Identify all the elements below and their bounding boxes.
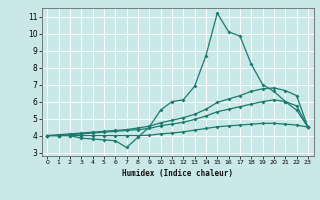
X-axis label: Humidex (Indice chaleur): Humidex (Indice chaleur) xyxy=(122,169,233,178)
